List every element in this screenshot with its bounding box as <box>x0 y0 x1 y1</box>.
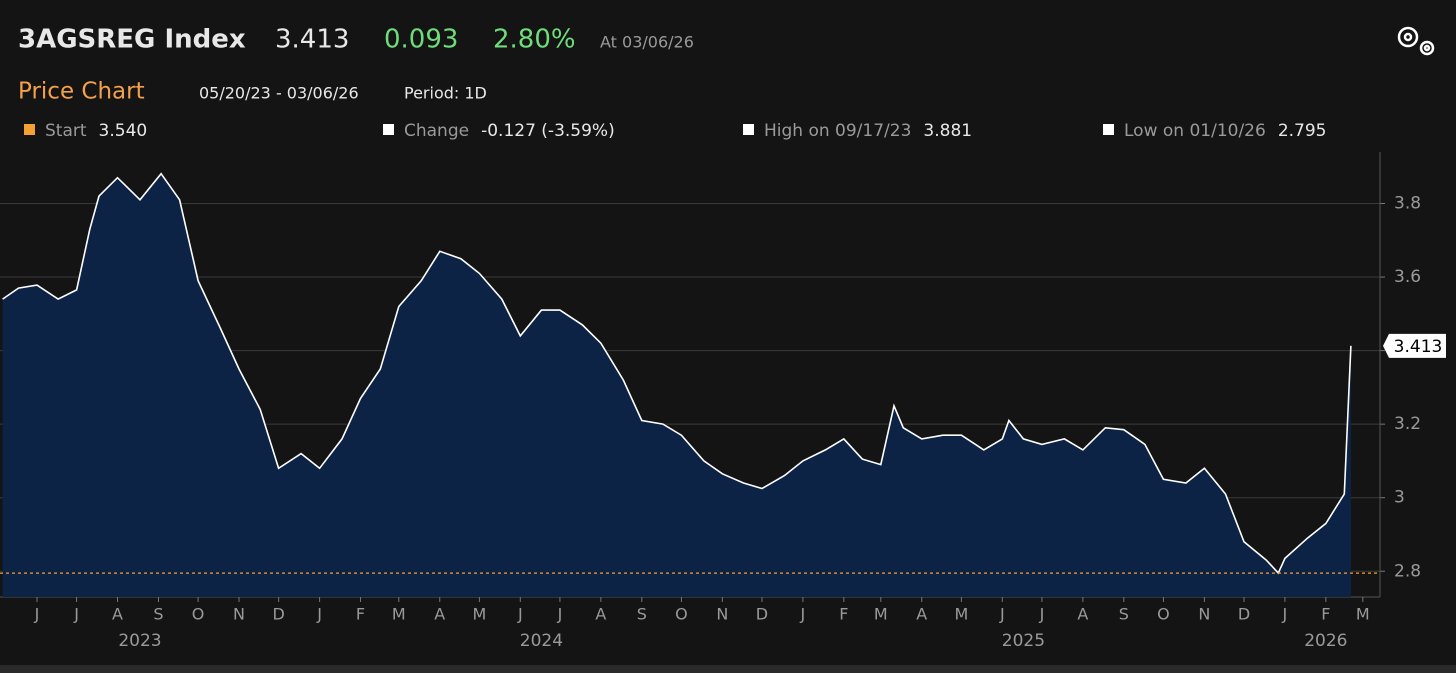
stat-label: Change <box>404 121 469 141</box>
x-tick-label: M <box>472 605 486 624</box>
x-tick-label: M <box>392 605 406 624</box>
x-tick-label: N <box>233 605 245 624</box>
stat-value: 2.795 <box>1278 121 1327 141</box>
y-tick-label: 3.2 <box>1394 414 1421 434</box>
x-tick-label: A <box>1077 605 1088 624</box>
x-tick-label: S <box>1119 605 1129 624</box>
ticker: 3AGSREG Index <box>18 25 246 55</box>
as-of: At 03/06/26 <box>600 33 694 52</box>
x-tick-label: D <box>756 605 768 624</box>
settings-icon[interactable] <box>1397 26 1435 56</box>
stat-label: Start <box>45 121 87 141</box>
x-tick-label: D <box>1238 605 1250 624</box>
x-tick-label: J <box>517 605 523 624</box>
x-tick-label: O <box>192 605 205 624</box>
x-tick-label: S <box>637 605 647 624</box>
x-tick-label: A <box>916 605 927 624</box>
area-fill <box>2 173 1351 597</box>
x-tick-label: A <box>434 605 445 624</box>
x-tick-label: M <box>874 605 888 624</box>
section-title: Price Chart <box>18 79 145 105</box>
change-pct: 2.80% <box>493 25 576 55</box>
stat-value: 3.881 <box>923 121 972 141</box>
legend-swatch <box>24 124 35 135</box>
stat-value: 3.540 <box>99 121 148 141</box>
price-line <box>2 172 1352 575</box>
x-tick-label: J <box>999 605 1005 624</box>
x-tick-label: O <box>675 605 688 624</box>
date-range: 05/20/23 - 03/06/26 <box>199 84 359 103</box>
year-label: 2026 <box>1304 631 1347 651</box>
x-tick-label: J <box>34 605 40 624</box>
y-tick-label: 3.8 <box>1394 193 1421 213</box>
x-tick-label: M <box>1356 605 1370 624</box>
x-tick-label: J <box>557 605 563 624</box>
stat-label: Low on 01/10/26 <box>1124 121 1266 141</box>
x-tick-label: J <box>1282 605 1288 624</box>
x-tick-label: F <box>1321 605 1330 624</box>
x-tick-label: F <box>356 605 365 624</box>
year-label: 2024 <box>520 631 563 651</box>
y-tick-label: 3.6 <box>1394 267 1421 287</box>
x-tick-label: J <box>316 605 322 624</box>
year-label: 2025 <box>1002 631 1045 651</box>
x-tick-label: J <box>800 605 806 624</box>
period: Period: 1D <box>404 84 487 103</box>
year-label: 2023 <box>118 631 161 651</box>
price: 3.413 <box>275 25 349 55</box>
y-tick-label: 2.8 <box>1394 561 1421 581</box>
bottom-strip <box>0 665 1456 673</box>
x-tick-label: S <box>153 605 163 624</box>
x-tick-label: N <box>716 605 728 624</box>
x-tick-label: A <box>595 605 606 624</box>
legend-swatch <box>383 124 394 135</box>
x-tick-label: D <box>272 605 284 624</box>
last-value-label: 3.413 <box>1394 337 1443 357</box>
y-tick-label: 3 <box>1394 488 1405 508</box>
x-tick-label: M <box>954 605 968 624</box>
legend-swatch <box>1103 124 1114 135</box>
stat-label: High on 09/17/23 <box>764 121 911 141</box>
last-value-box <box>1383 333 1446 358</box>
x-tick-label: F <box>839 605 848 624</box>
x-tick-label: J <box>1039 605 1045 624</box>
stat-value: -0.127 (-3.59%) <box>481 121 615 141</box>
x-tick-label: N <box>1198 605 1210 624</box>
x-tick-label: J <box>73 605 79 624</box>
stats-row: Start 3.540 Change -0.127 (-3.59%) High on 0… <box>24 121 1326 141</box>
x-tick-label: A <box>112 605 123 624</box>
plot: 2.833.23.43.63.8JJASONDJFMAMJJASONDJFMAM… <box>0 152 1446 651</box>
change: 0.093 <box>384 25 458 55</box>
x-tick-label: O <box>1157 605 1170 624</box>
legend-swatch <box>743 124 754 135</box>
